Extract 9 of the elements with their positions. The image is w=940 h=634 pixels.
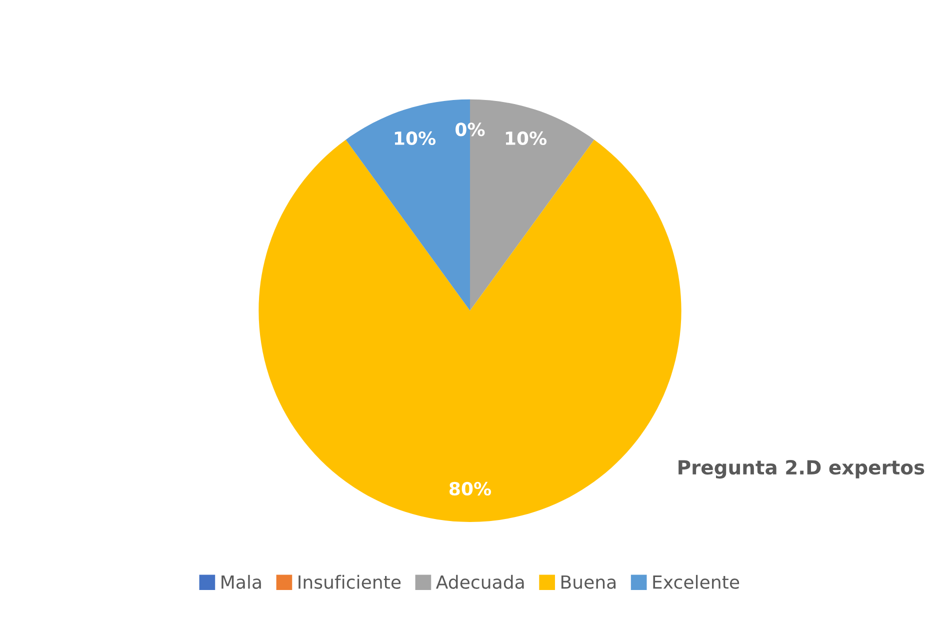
legend-label: Insuficiente (298, 574, 401, 589)
text: Pregunta 2.D expertos (678, 460, 924, 479)
data-label: 10% (506, 131, 547, 146)
legend-label: Buena (561, 575, 616, 589)
legend-label: Excelente (653, 574, 740, 589)
legend-label: Adecuada (436, 574, 524, 589)
data-label: 80% (449, 482, 492, 496)
data-label: 10% (394, 131, 436, 146)
legend-label: Mala (222, 574, 261, 589)
